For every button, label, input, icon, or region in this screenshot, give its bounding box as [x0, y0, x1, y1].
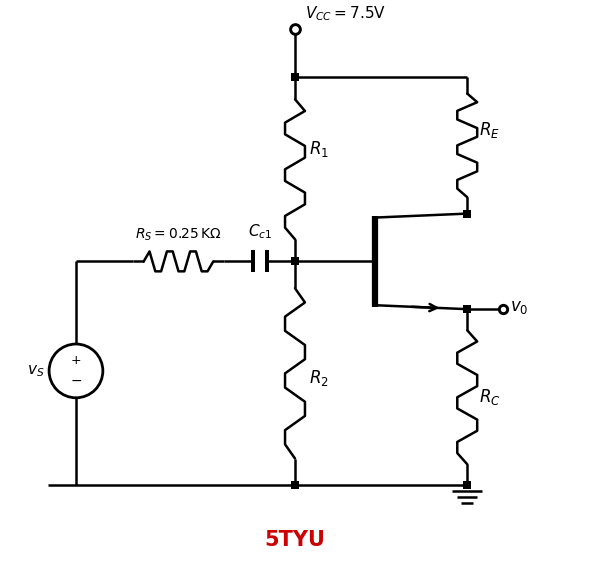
Text: $R_S=0.25\,\mathrm{K\Omega}$: $R_S=0.25\,\mathrm{K\Omega}$	[135, 227, 222, 243]
Text: +: +	[71, 354, 81, 367]
Text: $R_2$: $R_2$	[309, 369, 329, 388]
Text: $R_1$: $R_1$	[309, 139, 329, 159]
Text: $v_0$: $v_0$	[510, 298, 529, 316]
Text: $R_C$: $R_C$	[479, 388, 501, 407]
Text: $C_{c1}$: $C_{c1}$	[248, 223, 272, 242]
Text: $V_{CC}=7.5\mathrm{V}$: $V_{CC}=7.5\mathrm{V}$	[305, 5, 386, 24]
Text: −: −	[70, 374, 82, 388]
Text: 5TYU: 5TYU	[264, 530, 326, 550]
Text: $R_E$: $R_E$	[479, 121, 500, 140]
Text: $v_S$: $v_S$	[27, 363, 44, 379]
